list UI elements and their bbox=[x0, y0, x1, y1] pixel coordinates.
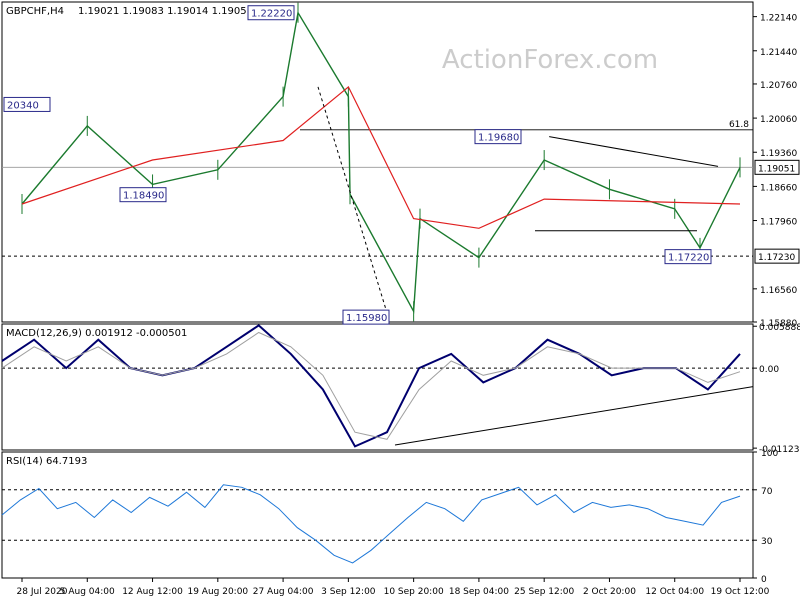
ohlc-values: 1.19021 1.19083 1.19014 1.19051 bbox=[78, 6, 253, 17]
rsi-y-tick-label: 100 bbox=[761, 449, 778, 459]
rsi-title: RSI(14) 64.7193 bbox=[6, 456, 87, 467]
x-tick-label: 19 Oct 12:00 bbox=[711, 587, 770, 597]
x-tick-label: 28 Jul 2020 bbox=[17, 587, 68, 597]
price-y-tick-label: 1.22140 bbox=[760, 14, 797, 24]
moving-average-series-line bbox=[21, 85, 741, 229]
signal-line bbox=[1, 331, 741, 440]
annotation-label: 1.19680 bbox=[478, 133, 519, 144]
x-tick-label: 19 Aug 20:00 bbox=[187, 587, 248, 597]
rsi-frame bbox=[1, 451, 754, 579]
rsi-y-tick-label: 70 bbox=[761, 487, 773, 497]
watermark-text: ActionForex.com bbox=[442, 45, 658, 75]
x-tick-label: 5 Aug 04:00 bbox=[60, 587, 115, 597]
annotation-box bbox=[3, 96, 51, 112]
current-price-box bbox=[754, 159, 800, 175]
x-tick-label: 12 Aug 12:00 bbox=[122, 587, 183, 597]
price-y-tick-label: 1.16560 bbox=[760, 286, 797, 296]
triangle-upper-line bbox=[549, 136, 719, 167]
price-y-tick-label: 1.15880 bbox=[760, 319, 797, 329]
x-tick-label: 18 Sep 04:00 bbox=[449, 587, 509, 597]
annotation-box bbox=[247, 5, 295, 21]
rsi-y-tick-label: 30 bbox=[761, 537, 773, 547]
annotation-label: 1.18490 bbox=[123, 191, 164, 202]
macd-y-tick-label: 0.005888 bbox=[759, 323, 800, 333]
current-price-label: 1.19051 bbox=[758, 164, 795, 174]
price-panel: 1.22140 1.21440 1.20760 1.20060 1.19360 1.186… bbox=[2, 2, 800, 329]
rsi-panel: RSI(14) 64.7193 100 70 30 0 bbox=[1, 449, 778, 585]
annotation-label: 1.15980 bbox=[346, 313, 387, 324]
x-tick-label: 3 Sep 12:00 bbox=[321, 587, 376, 597]
rsi-y-tick-label: 0 bbox=[761, 575, 767, 585]
support-price-box bbox=[754, 248, 800, 264]
price-y-tick-label: 1.21440 bbox=[760, 48, 797, 58]
header: GBPCHF,H4 1.19021 1.19083 1.19014 1.1905… bbox=[6, 6, 253, 17]
annotation-label: 1.22220 bbox=[251, 9, 292, 20]
macd-y-tick-label: 0.00 bbox=[759, 365, 779, 375]
x-tick-label: 25 Sep 12:00 bbox=[514, 587, 574, 597]
price-y-tick-label: 1.20760 bbox=[760, 81, 797, 91]
watermark: ActionForex.com bbox=[442, 45, 658, 75]
annotation-label: 20340 bbox=[7, 100, 39, 111]
fib-label: 61.8 bbox=[729, 120, 749, 130]
macd-trendline bbox=[394, 386, 754, 446]
symbol-label: GBPCHF,H4 bbox=[6, 6, 64, 17]
price-y-tick-label: 1.20060 bbox=[760, 115, 797, 125]
x-tick-label: 27 Aug 04:00 bbox=[253, 587, 314, 597]
macd-title: MACD(12,26,9) 0.001912 -0.000501 bbox=[6, 328, 187, 339]
price-y-tick-label: 1.19360 bbox=[760, 149, 797, 159]
macd-y-tick-label: -0.011238 bbox=[759, 445, 800, 455]
macd-line bbox=[1, 324, 741, 448]
annotation-box bbox=[119, 187, 167, 203]
fall-projection-dashed bbox=[317, 86, 389, 317]
annotation-box bbox=[664, 249, 712, 265]
rsi-line bbox=[1, 484, 741, 564]
x-tick-label: 2 Oct 20:00 bbox=[583, 587, 636, 597]
annotation-label: 1.17220 bbox=[668, 253, 709, 264]
panel-frames bbox=[1, 1, 754, 579]
price-y-tick-label: 1.18660 bbox=[760, 183, 797, 193]
macd-frame bbox=[1, 323, 754, 451]
annotation-box bbox=[474, 129, 522, 145]
price-y-tick-label: 1.17960 bbox=[760, 218, 797, 228]
x-tick-label: 10 Sep 20:00 bbox=[384, 587, 444, 597]
annotation-box bbox=[342, 309, 390, 325]
price-series-line bbox=[21, 10, 741, 314]
support-price-label: 1.17230 bbox=[758, 253, 795, 263]
x-tick-label: 12 Oct 04:00 bbox=[645, 587, 704, 597]
macd-panel: MACD(12,26,9) 0.001912 -0.000501 0.005888… bbox=[1, 323, 800, 455]
